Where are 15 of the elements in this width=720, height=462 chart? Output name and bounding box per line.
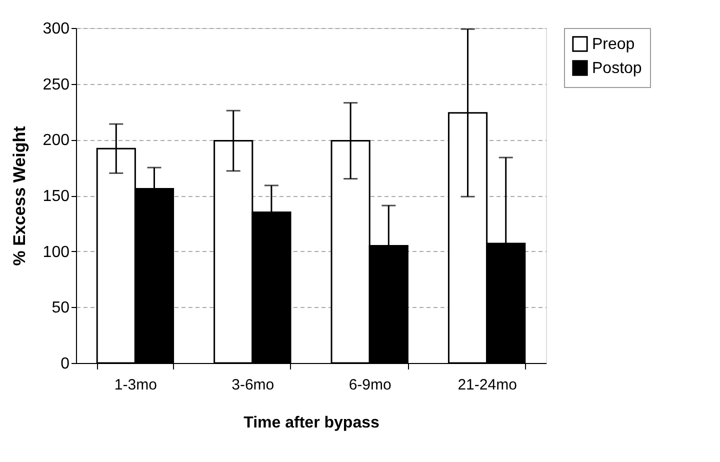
y-axis-title: % Excess Weight (10, 126, 29, 266)
x-tick-label: 6-9mo (348, 376, 392, 394)
legend-label: Preop (592, 36, 635, 53)
y-tick-label: 200 (42, 132, 70, 150)
y-tick-label: 300 (42, 20, 70, 38)
y-tick-label: 250 (42, 76, 70, 94)
x-tick-label: 21-24mo (458, 376, 517, 394)
y-tick-label: 50 (52, 300, 70, 317)
x-axis-title: Time after bypass (244, 414, 380, 432)
legend-label: Postop (592, 60, 642, 77)
x-tick-label: 3-6mo (232, 376, 274, 394)
y-tick-label: 0 (60, 356, 70, 372)
x-tick-label: 1-3mo (114, 376, 157, 394)
y-tick-label: 150 (42, 188, 70, 205)
y-tick-label: 100 (42, 244, 70, 261)
